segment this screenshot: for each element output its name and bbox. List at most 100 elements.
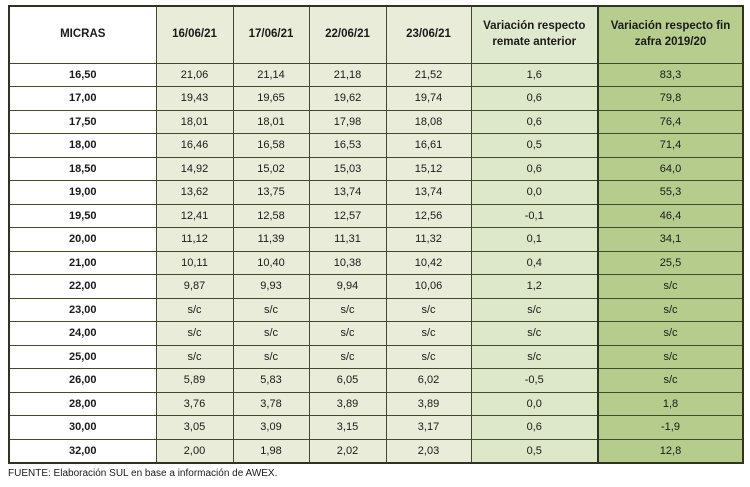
table-cell: 19,62 (308, 86, 387, 111)
table-cell: 0,1 (470, 227, 599, 252)
micras-value-cell: 17,00 (8, 86, 157, 111)
table-cell: 2,00 (155, 438, 234, 463)
table-cell: 13,74 (385, 180, 472, 205)
micras-value-cell: 28,00 (8, 391, 157, 416)
table-cell: 0,5 (470, 133, 599, 158)
table-cell: s/c (597, 274, 744, 299)
micras-value-cell: 30,00 (8, 415, 157, 440)
table-cell: s/c (385, 321, 472, 346)
table-cell: 0,0 (470, 180, 599, 205)
table-cell: 0,6 (470, 86, 599, 111)
micras-value-cell: 25,00 (8, 344, 157, 369)
micras-price-table: MICRAS 16/06/21 17/06/21 22/06/21 23/06/… (8, 5, 744, 464)
micras-value-cell: 21,00 (8, 250, 157, 275)
table-cell: s/c (385, 344, 472, 369)
table-cell: 0,6 (470, 109, 599, 134)
table-cell: 19,74 (385, 86, 472, 111)
table-row: 21,00 10,11 10,40 10,38 10,42 0,4 25,5 (8, 250, 744, 275)
table-cell: 9,94 (308, 274, 387, 299)
table-row: 18,50 14,92 15,02 15,03 15,12 0,6 64,0 (8, 156, 744, 181)
table-cell: -0,5 (470, 368, 599, 393)
table-cell: s/c (308, 321, 387, 346)
column-header-date-4: 23/06/21 (385, 5, 472, 64)
table-cell: 25,5 (597, 250, 744, 275)
table-cell: 3,76 (155, 391, 234, 416)
table-cell: 10,06 (385, 274, 472, 299)
table-cell: s/c (470, 297, 599, 322)
table-cell: s/c (155, 297, 234, 322)
table-cell: 15,02 (232, 156, 310, 181)
table-row: 19,50 12,41 12,58 12,57 12,56 -0,1 46,4 (8, 203, 744, 228)
column-header-micras: MICRAS (8, 5, 157, 64)
table-cell: 6,02 (385, 368, 472, 393)
table-cell: 3,78 (232, 391, 310, 416)
micras-value-cell: 18,50 (8, 156, 157, 181)
micras-value-cell: 32,00 (8, 438, 157, 463)
table-cell: 76,4 (597, 109, 744, 134)
table-cell: 11,32 (385, 227, 472, 252)
table-cell: 21,18 (308, 62, 387, 87)
table-cell: 0,5 (470, 438, 599, 463)
table-cell: 64,0 (597, 156, 744, 181)
table-cell: s/c (155, 321, 234, 346)
column-header-variation-zafra: Variación respecto fin zafra 2019/20 (597, 5, 744, 64)
table-cell: s/c (232, 297, 310, 322)
micras-value-cell: 22,00 (8, 274, 157, 299)
table-cell: 10,11 (155, 250, 234, 275)
table-cell: 3,05 (155, 415, 234, 440)
table-row: 26,00 5,89 5,83 6,05 6,02 -0,5 s/c (8, 368, 744, 393)
table-cell: 0,6 (470, 156, 599, 181)
micras-value-cell: 24,00 (8, 321, 157, 346)
table-cell: 16,53 (308, 133, 387, 158)
table-cell: s/c (232, 344, 310, 369)
table-cell: s/c (470, 321, 599, 346)
source-note: FUENTE: Elaboración SUL en base a inform… (8, 467, 278, 479)
table-cell: 18,01 (232, 109, 310, 134)
table-cell: 9,87 (155, 274, 234, 299)
table-cell: 2,03 (385, 438, 472, 463)
micras-value-cell: 19,00 (8, 180, 157, 205)
table-cell: 21,06 (155, 62, 234, 87)
table-cell: 15,03 (308, 156, 387, 181)
table-cell: 71,4 (597, 133, 744, 158)
table-cell: 19,65 (232, 86, 310, 111)
table-row: 28,00 3,76 3,78 3,89 3,89 0,0 1,8 (8, 391, 744, 416)
micras-value-cell: 18,00 (8, 133, 157, 158)
table-cell: s/c (597, 321, 744, 346)
table-cell: 0,6 (470, 415, 599, 440)
table-cell: 10,42 (385, 250, 472, 275)
header-row: MICRAS 16/06/21 17/06/21 22/06/21 23/06/… (8, 5, 744, 64)
table-cell: 16,46 (155, 133, 234, 158)
table-cell: 1,6 (470, 62, 599, 87)
table-cell: 3,15 (308, 415, 387, 440)
column-header-date-2: 17/06/21 (232, 5, 310, 64)
table-cell: 12,8 (597, 438, 744, 463)
table-cell: 13,74 (308, 180, 387, 205)
table-cell: 3,17 (385, 415, 472, 440)
table-cell: 21,14 (232, 62, 310, 87)
table-cell: 12,56 (385, 203, 472, 228)
table-cell: 16,58 (232, 133, 310, 158)
table-row: 16,50 21,06 21,14 21,18 21,52 1,6 83,3 (8, 62, 744, 87)
table-cell: 21,52 (385, 62, 472, 87)
table-cell: s/c (232, 321, 310, 346)
table-row: 20,00 11,12 11,39 11,31 11,32 0,1 34,1 (8, 227, 744, 252)
table-cell: 3,89 (385, 391, 472, 416)
table-cell: 12,57 (308, 203, 387, 228)
table-cell: s/c (597, 368, 744, 393)
table-cell: 11,12 (155, 227, 234, 252)
table-row: 25,00 s/c s/c s/c s/c s/c s/c (8, 344, 744, 369)
table-cell: 79,8 (597, 86, 744, 111)
table-row: 18,00 16,46 16,58 16,53 16,61 0,5 71,4 (8, 133, 744, 158)
micras-value-cell: 19,50 (8, 203, 157, 228)
table-cell: 0,0 (470, 391, 599, 416)
micras-value-cell: 26,00 (8, 368, 157, 393)
table-cell: 3,89 (308, 391, 387, 416)
table-cell: 13,75 (232, 180, 310, 205)
table-cell: s/c (385, 297, 472, 322)
table-cell: 2,02 (308, 438, 387, 463)
table-cell: -1,9 (597, 415, 744, 440)
table-cell: 18,08 (385, 109, 472, 134)
table-row: 32,00 2,00 1,98 2,02 2,03 0,5 12,8 (8, 438, 744, 463)
